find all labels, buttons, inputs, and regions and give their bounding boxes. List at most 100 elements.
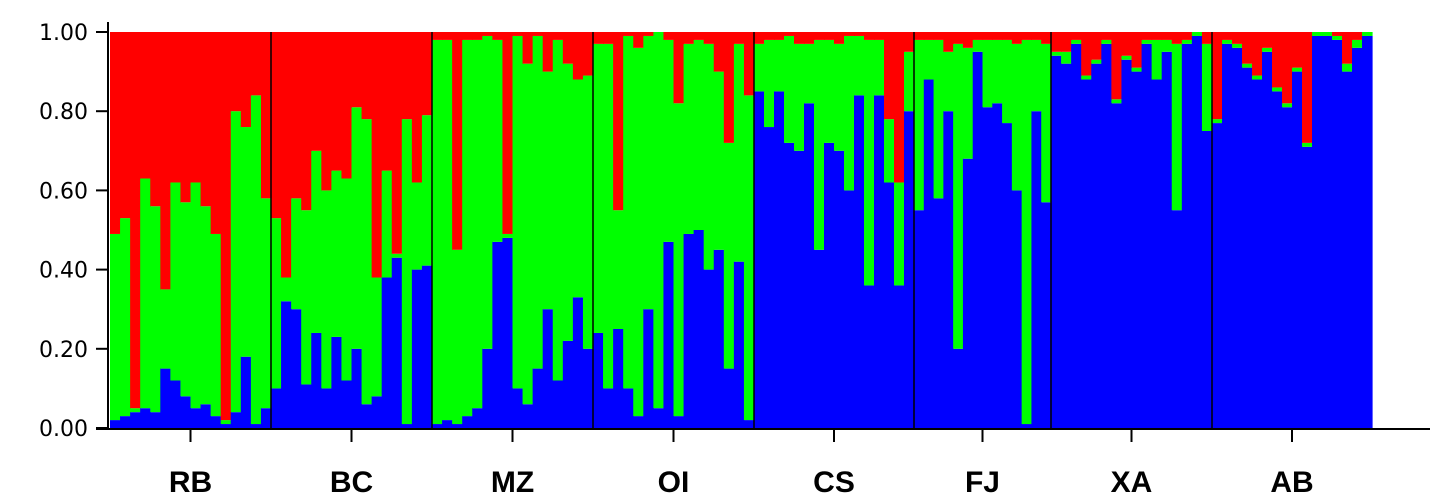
bar-segment-green <box>1252 75 1263 80</box>
bar-segment-red <box>1171 32 1183 44</box>
bar-segment-red <box>1242 32 1253 64</box>
bar-segment-red <box>1302 32 1313 143</box>
bar-segment-red <box>522 32 534 64</box>
bar-segment-red <box>442 32 453 40</box>
bar-segment-green <box>1302 142 1313 147</box>
bar-segment-green <box>663 39 675 242</box>
bar-segment-blue <box>633 416 644 428</box>
bar-segment-red <box>341 32 353 179</box>
bar-segment-blue <box>110 420 121 428</box>
bar-segment-green <box>260 198 272 409</box>
bar-segment-blue <box>230 412 242 428</box>
bar-segment-green <box>512 35 524 389</box>
bar-segment-green <box>371 277 383 397</box>
bar-segment-green <box>311 150 322 333</box>
bar-segment-red <box>1222 32 1233 40</box>
bar-segment-red <box>804 32 815 44</box>
bar-segment-green <box>864 39 875 286</box>
bar-segment-red <box>982 32 993 40</box>
bar-segment-green <box>1352 39 1363 48</box>
bar-segment-blue <box>1212 123 1223 428</box>
bar-segment-green <box>452 249 463 425</box>
bar-segment-blue <box>361 404 373 428</box>
bar-segment-blue <box>723 368 735 428</box>
bar-segment-green <box>894 182 905 286</box>
bar-segment-green <box>361 119 373 405</box>
bar-segment-blue <box>834 150 845 429</box>
bar-segment-red <box>914 32 925 40</box>
bar-segment-green <box>492 39 504 242</box>
bar-segment-blue <box>401 424 413 428</box>
bar-segment-red <box>923 32 935 40</box>
bar-segment-red <box>240 32 252 128</box>
bar-segment-blue <box>1031 111 1042 428</box>
bar-segment-blue <box>1242 67 1253 428</box>
bar-segment-red <box>1141 32 1153 40</box>
bar-segment-blue <box>1352 47 1363 429</box>
bar-segment-blue <box>281 301 292 428</box>
bar-segment-red <box>552 32 564 40</box>
bar-segment-green <box>962 47 974 159</box>
bar-segment-blue <box>210 416 222 428</box>
bar-segment-red <box>200 32 212 207</box>
bar-segment-blue <box>572 297 584 428</box>
bar-segment-blue <box>432 424 443 428</box>
bar-segment-red <box>1332 32 1343 36</box>
bar-segment-blue <box>452 424 463 428</box>
bar-segment-red <box>1282 32 1293 104</box>
bar-segment-blue <box>1121 59 1133 428</box>
bar-segment-red <box>953 32 964 44</box>
bar-segment-blue <box>854 95 865 429</box>
bar-segment-red <box>301 32 312 211</box>
bar-segment-green <box>1141 39 1153 44</box>
bar-segment-green <box>1111 99 1123 104</box>
bar-segment-blue <box>1282 107 1293 429</box>
bar-segment-blue <box>502 237 514 428</box>
bar-segment-red <box>784 32 795 36</box>
bar-segment-red <box>1272 32 1283 88</box>
bar-segment-red <box>391 32 403 254</box>
bar-segment-red <box>562 32 574 64</box>
bar-segment-green <box>210 233 222 417</box>
labels: 0.00 0.20 0.40 0.60 0.80 1.00 RB BC MZ OI CS FJ XA AB <box>39 21 1314 498</box>
bar-segment-blue <box>713 249 725 428</box>
bar-segment-green <box>542 71 554 310</box>
bar-segment-green <box>794 43 805 151</box>
bar-segment-blue <box>512 388 524 428</box>
bar-segment-blue <box>542 309 554 428</box>
bar-segment-red <box>723 32 735 143</box>
bar-segment-red <box>1051 32 1062 52</box>
bar-segment-blue <box>1302 146 1313 428</box>
bar-segment-green <box>854 35 865 96</box>
bar-segment-red <box>180 32 192 203</box>
bar-segment-green <box>774 39 785 92</box>
bar-segment-blue <box>804 103 815 428</box>
bar-segment-green <box>331 170 343 337</box>
bar-segment-green <box>1322 32 1333 36</box>
y-tick-label: 0.00 <box>39 417 88 442</box>
bar-segment-blue <box>371 396 383 428</box>
bar-segment-green <box>703 43 715 270</box>
group-label: OI <box>658 466 690 498</box>
group-dividers <box>270 32 1213 428</box>
bar-segment-blue <box>240 356 252 428</box>
bar-segment-blue <box>784 142 795 428</box>
bar-segment-green <box>482 35 493 349</box>
bar-segment-red <box>190 32 202 183</box>
bar-segment-red <box>291 32 302 199</box>
bar-segment-red <box>1262 32 1273 48</box>
bar-segment-red <box>110 32 121 234</box>
bar-segment-red <box>542 32 554 72</box>
bar-segment-green <box>421 115 433 266</box>
bar-segment-red <box>160 32 171 290</box>
bar-segment-green <box>1121 55 1133 60</box>
bar-segment-green <box>200 206 212 405</box>
bar-segment-blue <box>814 249 825 428</box>
bar-segment-green <box>321 190 332 389</box>
bar-segment-red <box>1101 32 1112 40</box>
bar-segment-green <box>462 39 473 417</box>
bar-segment-red <box>1011 32 1023 44</box>
bar-segment-green <box>904 51 915 112</box>
y-tick-label: 0.60 <box>39 179 88 204</box>
